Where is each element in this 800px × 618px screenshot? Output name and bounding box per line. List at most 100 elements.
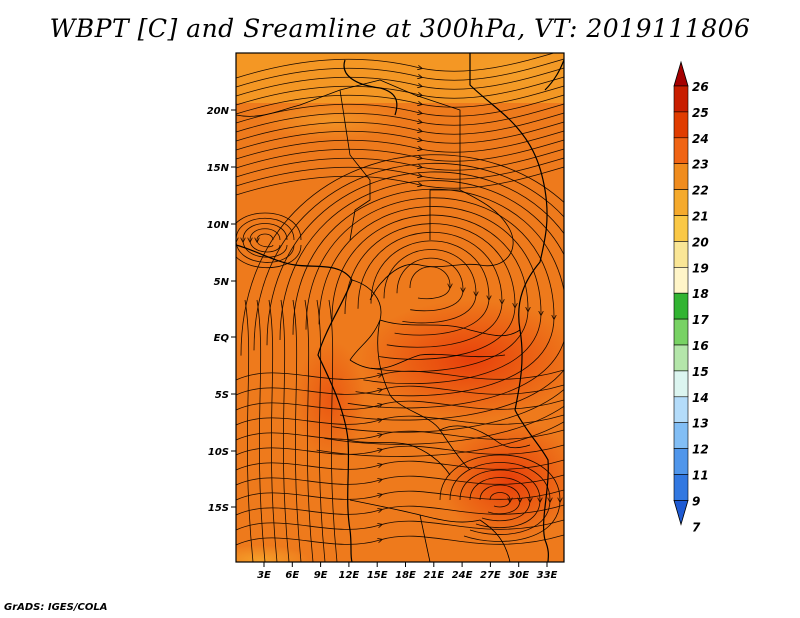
lon-label: 12E (339, 570, 360, 581)
streamline (236, 139, 564, 169)
streamline (469, 477, 530, 522)
colorbar: 26 25 24 23 22 21 20 19 18 17 16 15 14 13 12 11 9 7 (673, 60, 709, 534)
latitude-axis: 20N 15N 10N 5N EQ 5S 10S 15S (207, 106, 236, 514)
streamline (236, 414, 564, 426)
colorbar-label: 22 (692, 184, 709, 198)
colorbar-label: 26 (692, 80, 709, 94)
streamline (236, 58, 564, 88)
lat-label: 15S (208, 503, 229, 514)
streamline (250, 228, 281, 253)
streamline (279, 180, 564, 421)
streamline (236, 85, 564, 115)
lat-label: 5S (215, 390, 229, 401)
colorbar-swatch (673, 111, 689, 139)
streamline (236, 130, 564, 160)
wbpt-southeast-core (440, 420, 564, 540)
streamline (292, 299, 302, 562)
streamline (236, 112, 564, 142)
colorbar-label: 16 (692, 339, 709, 353)
streamline (489, 492, 510, 508)
lat-label: 20N (207, 106, 230, 117)
streamline (344, 223, 515, 360)
colorbar-swatch (673, 422, 689, 449)
colorbar-label: 18 (692, 287, 709, 301)
colorbar-swatch (673, 163, 689, 190)
longitude-axis: 3E 6E 9E 12E 15E 18E 21E 24E 27E 30E 33E (257, 562, 558, 581)
colorbar-label: 9 (692, 494, 700, 508)
colorbar-swatch (673, 396, 689, 423)
colorbar-label: 24 (692, 132, 709, 146)
lon-label: 18E (395, 570, 416, 581)
map-frame (235, 52, 565, 563)
lon-label: 3E (257, 570, 271, 581)
streamline (236, 157, 564, 187)
streamline (236, 459, 564, 471)
streamline (268, 299, 278, 562)
colorbar-swatch (673, 189, 689, 216)
streamline (357, 231, 502, 348)
streamline (409, 266, 450, 300)
streamline (236, 519, 564, 531)
colorbar-swatch (673, 215, 689, 242)
streamline (244, 299, 254, 562)
streamline (449, 462, 550, 535)
colorbar-bottom-arrow (673, 499, 689, 526)
colorbar-label: 20 (692, 235, 709, 249)
streamline (236, 218, 295, 263)
map-panel (236, 53, 564, 562)
colorbar-label: 25 (692, 106, 709, 120)
colorbar-label: 21 (692, 210, 709, 224)
streamline (236, 148, 564, 178)
colorbar-label: 19 (692, 261, 709, 275)
lon-label: 9E (314, 570, 328, 581)
streamline (243, 223, 288, 258)
lat-label: 10S (208, 447, 229, 458)
streamline (304, 299, 314, 562)
colorbar-swatch (673, 241, 689, 268)
colorbar-swatch (673, 448, 689, 475)
streamline (459, 469, 540, 529)
lon-label: 24E (452, 570, 473, 581)
streamline (266, 171, 564, 433)
colorbar-label: 12 (692, 443, 709, 457)
chart-title: WBPT [C] and Sreamline at 300hPa, VT: 20… (49, 14, 751, 43)
streamline (236, 166, 564, 196)
streamline (396, 257, 463, 312)
colorbar-label: 23 (692, 158, 709, 172)
streamline (236, 444, 564, 456)
grads-credit: GrADS: IGES/COLA (4, 602, 108, 613)
streamline (236, 76, 564, 106)
streamline (370, 240, 489, 336)
streamline (236, 53, 556, 79)
streamline (292, 188, 564, 409)
colorbar-label: 13 (692, 417, 709, 431)
coastlines (236, 53, 564, 562)
streamline (236, 67, 564, 97)
streamline (257, 233, 274, 248)
streamlines (236, 53, 564, 562)
streamline (479, 484, 520, 515)
streamline (383, 249, 476, 324)
lat-label: 5N (214, 277, 230, 288)
streamline (236, 534, 564, 546)
lon-label: 15E (367, 570, 388, 581)
streamline (256, 299, 266, 562)
colorbar-swatch (673, 318, 689, 346)
colorbar-label: 7 (692, 520, 701, 534)
colorbar-swatch (673, 292, 689, 320)
colorbar-top-arrow (673, 60, 689, 87)
streamline (236, 399, 564, 411)
streamline (439, 454, 560, 542)
lon-label: 6E (285, 570, 299, 581)
lat-label: 10N (207, 220, 230, 231)
streamline (236, 474, 564, 486)
colorbar-swatch (673, 266, 689, 294)
streamline (316, 299, 326, 562)
colorbar-swatch (673, 474, 689, 501)
lon-label: 33E (537, 570, 558, 581)
country-borders (236, 79, 531, 562)
streamline (236, 429, 564, 441)
colorbar-label: 15 (692, 365, 709, 379)
streamline (236, 94, 564, 124)
